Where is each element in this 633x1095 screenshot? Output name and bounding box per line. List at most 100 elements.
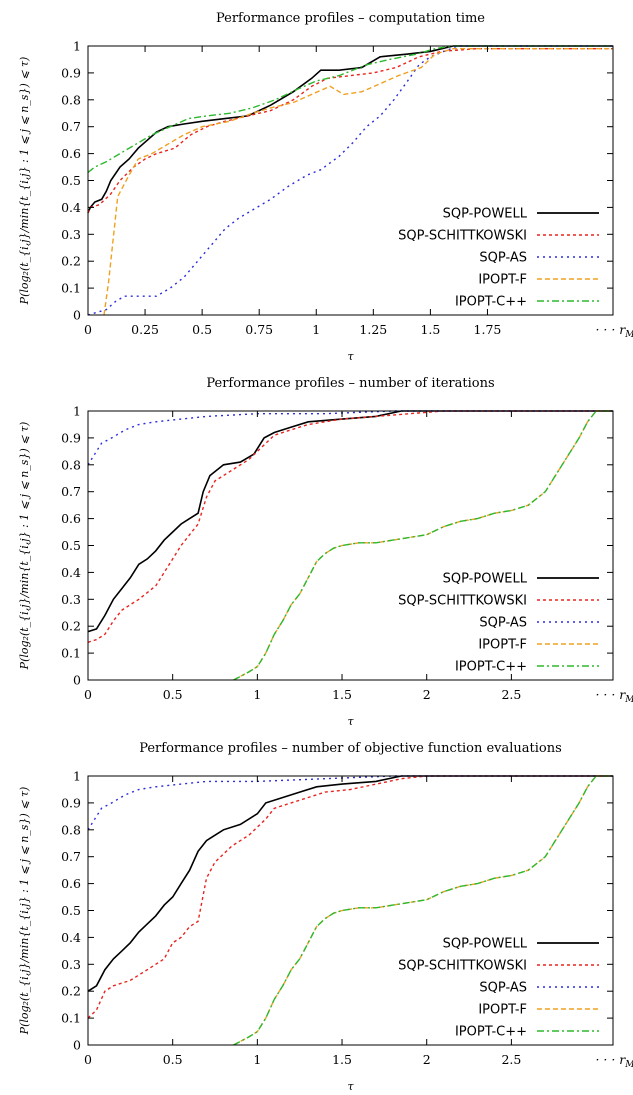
x-tick-label: 1 [253, 1052, 261, 1067]
legend-label-ipopt-f: IPOPT-F [478, 1003, 527, 1018]
x-tick-label: 0.5 [192, 322, 212, 337]
legend-label-ipopt-f: IPOPT-F [478, 273, 527, 288]
plot-frame [87, 410, 614, 681]
series-line-sqp-powell [87, 45, 613, 214]
y-tick-label: 0.6 [61, 511, 81, 526]
y-axis-label: P(log₂(t_{i,j}/min{t_{i,j} : 1 ⩽ j ⩽ n_s… [18, 787, 31, 1036]
series-line-ipopt-c [233, 410, 613, 681]
series-line-ipopt-f [103, 48, 613, 316]
y-tick-label: 0.7 [61, 484, 81, 499]
y-tick-label: 0.4 [61, 565, 81, 580]
series-line-sqp-schittkowski [87, 48, 613, 214]
series-line-ipopt-c [233, 775, 613, 1046]
x-axis-label: τ [347, 350, 354, 363]
x-tick-label: 0.5 [163, 1052, 183, 1067]
series-line-sqp-schittkowski [87, 775, 613, 1019]
plot-frame [87, 775, 614, 1046]
series-line-sqp-schittkowski [87, 410, 613, 643]
chart-title: Performance profiles – number of iterati… [206, 376, 494, 391]
y-tick-label: 0 [73, 673, 81, 688]
legend-label-sqp-powell: SQP-POWELL [443, 572, 528, 587]
y-tick-label: 0.2 [61, 254, 81, 269]
series-line-ipopt-f [233, 775, 613, 1046]
y-tick-label: 0.1 [61, 281, 81, 296]
y-tick-label: 0.1 [61, 646, 81, 661]
x-tick-label: 2.5 [501, 687, 521, 702]
y-tick-label: 0.3 [61, 957, 81, 972]
x-tick-label: 1.5 [420, 322, 440, 337]
legend-label-ipopt-c: IPOPT-C++ [455, 1025, 527, 1040]
x-tick-label: 1.75 [474, 322, 502, 337]
x-tick-label: 0 [84, 687, 92, 702]
legend-label-sqp-powell: SQP-POWELL [443, 937, 528, 952]
x-tick-label: 1.5 [332, 1052, 352, 1067]
y-tick-label: 1 [73, 769, 81, 784]
y-tick-label: 1 [73, 39, 81, 54]
y-tick-label: 0.1 [61, 1011, 81, 1026]
x-tick-label: 2 [423, 687, 431, 702]
y-axis-label: P(log₂(t_{i,j}/min{t_{i,j} : 1 ⩽ j ⩽ n_s… [18, 422, 31, 671]
y-tick-label: 0.5 [61, 903, 81, 918]
y-axis-label: P(log₂(t_{i,j}/min{t_{i,j} : 1 ⩽ j ⩽ n_s… [18, 57, 31, 306]
series-line-ipopt-c [87, 45, 613, 173]
x-axis-label: τ [347, 1080, 354, 1093]
series-line-sqp-as [87, 775, 613, 831]
legend-label-ipopt-f: IPOPT-F [478, 638, 527, 653]
legend-label-ipopt-c: IPOPT-C++ [455, 295, 527, 310]
legend-label-sqp-schittkowski: SQP-SCHITTKOWSKI [398, 229, 527, 244]
series-line-sqp-powell [87, 775, 613, 992]
series-line-sqp-powell [87, 410, 613, 633]
chart-title: Performance profiles – number of objecti… [139, 741, 562, 756]
x-tick-label: 0.25 [131, 322, 159, 337]
y-tick-label: 0.8 [61, 457, 81, 472]
x-tick-label: 1 [312, 322, 320, 337]
x-tick-label: 1.5 [332, 687, 352, 702]
y-tick-label: 0.4 [61, 200, 81, 215]
y-tick-label: 0.8 [61, 822, 81, 837]
legend-label-ipopt-c: IPOPT-C++ [455, 660, 527, 675]
legend-label-sqp-powell: SQP-POWELL [443, 207, 528, 222]
y-tick-label: 0.9 [61, 430, 81, 445]
y-tick-label: 0.2 [61, 984, 81, 999]
y-tick-label: 1 [73, 404, 81, 419]
x-tick-label: 0.5 [163, 687, 183, 702]
legend-label-sqp-schittkowski: SQP-SCHITTKOWSKI [398, 594, 527, 609]
x-tick-label-rm: · · · rM [595, 687, 633, 705]
y-tick-label: 0 [73, 308, 81, 323]
legend-label-sqp-as: SQP-AS [479, 616, 527, 631]
y-tick-label: 0.9 [61, 65, 81, 80]
legend-label-sqp-schittkowski: SQP-SCHITTKOWSKI [398, 959, 527, 974]
y-tick-label: 0.4 [61, 930, 81, 945]
y-tick-label: 0.3 [61, 592, 81, 607]
x-axis-label: τ [347, 715, 354, 728]
y-tick-label: 0.3 [61, 227, 81, 242]
y-tick-label: 0.5 [61, 173, 81, 188]
y-tick-label: 0 [73, 1038, 81, 1053]
x-tick-label-rm: · · · rM [595, 1052, 633, 1070]
x-tick-label: 1.25 [359, 322, 387, 337]
x-tick-label-rm: · · · rM [595, 322, 633, 340]
chart-panel-iterations: Performance profiles – number of iterati… [0, 365, 633, 730]
chart-panel-computation-time: Performance profiles – computation time 0… [0, 0, 633, 365]
y-tick-label: 0.9 [61, 795, 81, 810]
series-line-ipopt-f [233, 410, 613, 681]
chart-title: Performance profiles – computation time [216, 11, 485, 26]
x-tick-label: 2 [423, 1052, 431, 1067]
chart-objective-evaluations: Performance profiles – number of objecti… [18, 741, 633, 1093]
series-line-sqp-as [87, 410, 613, 466]
y-tick-label: 0.6 [61, 146, 81, 161]
chart-iterations: Performance profiles – number of iterati… [18, 376, 633, 728]
x-tick-label: 1 [253, 687, 261, 702]
y-tick-label: 0.5 [61, 538, 81, 553]
legend-label-sqp-as: SQP-AS [479, 981, 527, 996]
y-tick-label: 0.6 [61, 876, 81, 891]
series-line-sqp-as [87, 45, 613, 316]
y-tick-label: 0.2 [61, 619, 81, 634]
legend-label-sqp-as: SQP-AS [479, 251, 527, 266]
x-tick-label: 0.75 [245, 322, 273, 337]
chart-panel-objective-evaluations: Performance profiles – number of objecti… [0, 730, 633, 1095]
x-tick-label: 0 [84, 322, 92, 337]
x-tick-label: 2.5 [501, 1052, 521, 1067]
y-tick-label: 0.7 [61, 119, 81, 134]
